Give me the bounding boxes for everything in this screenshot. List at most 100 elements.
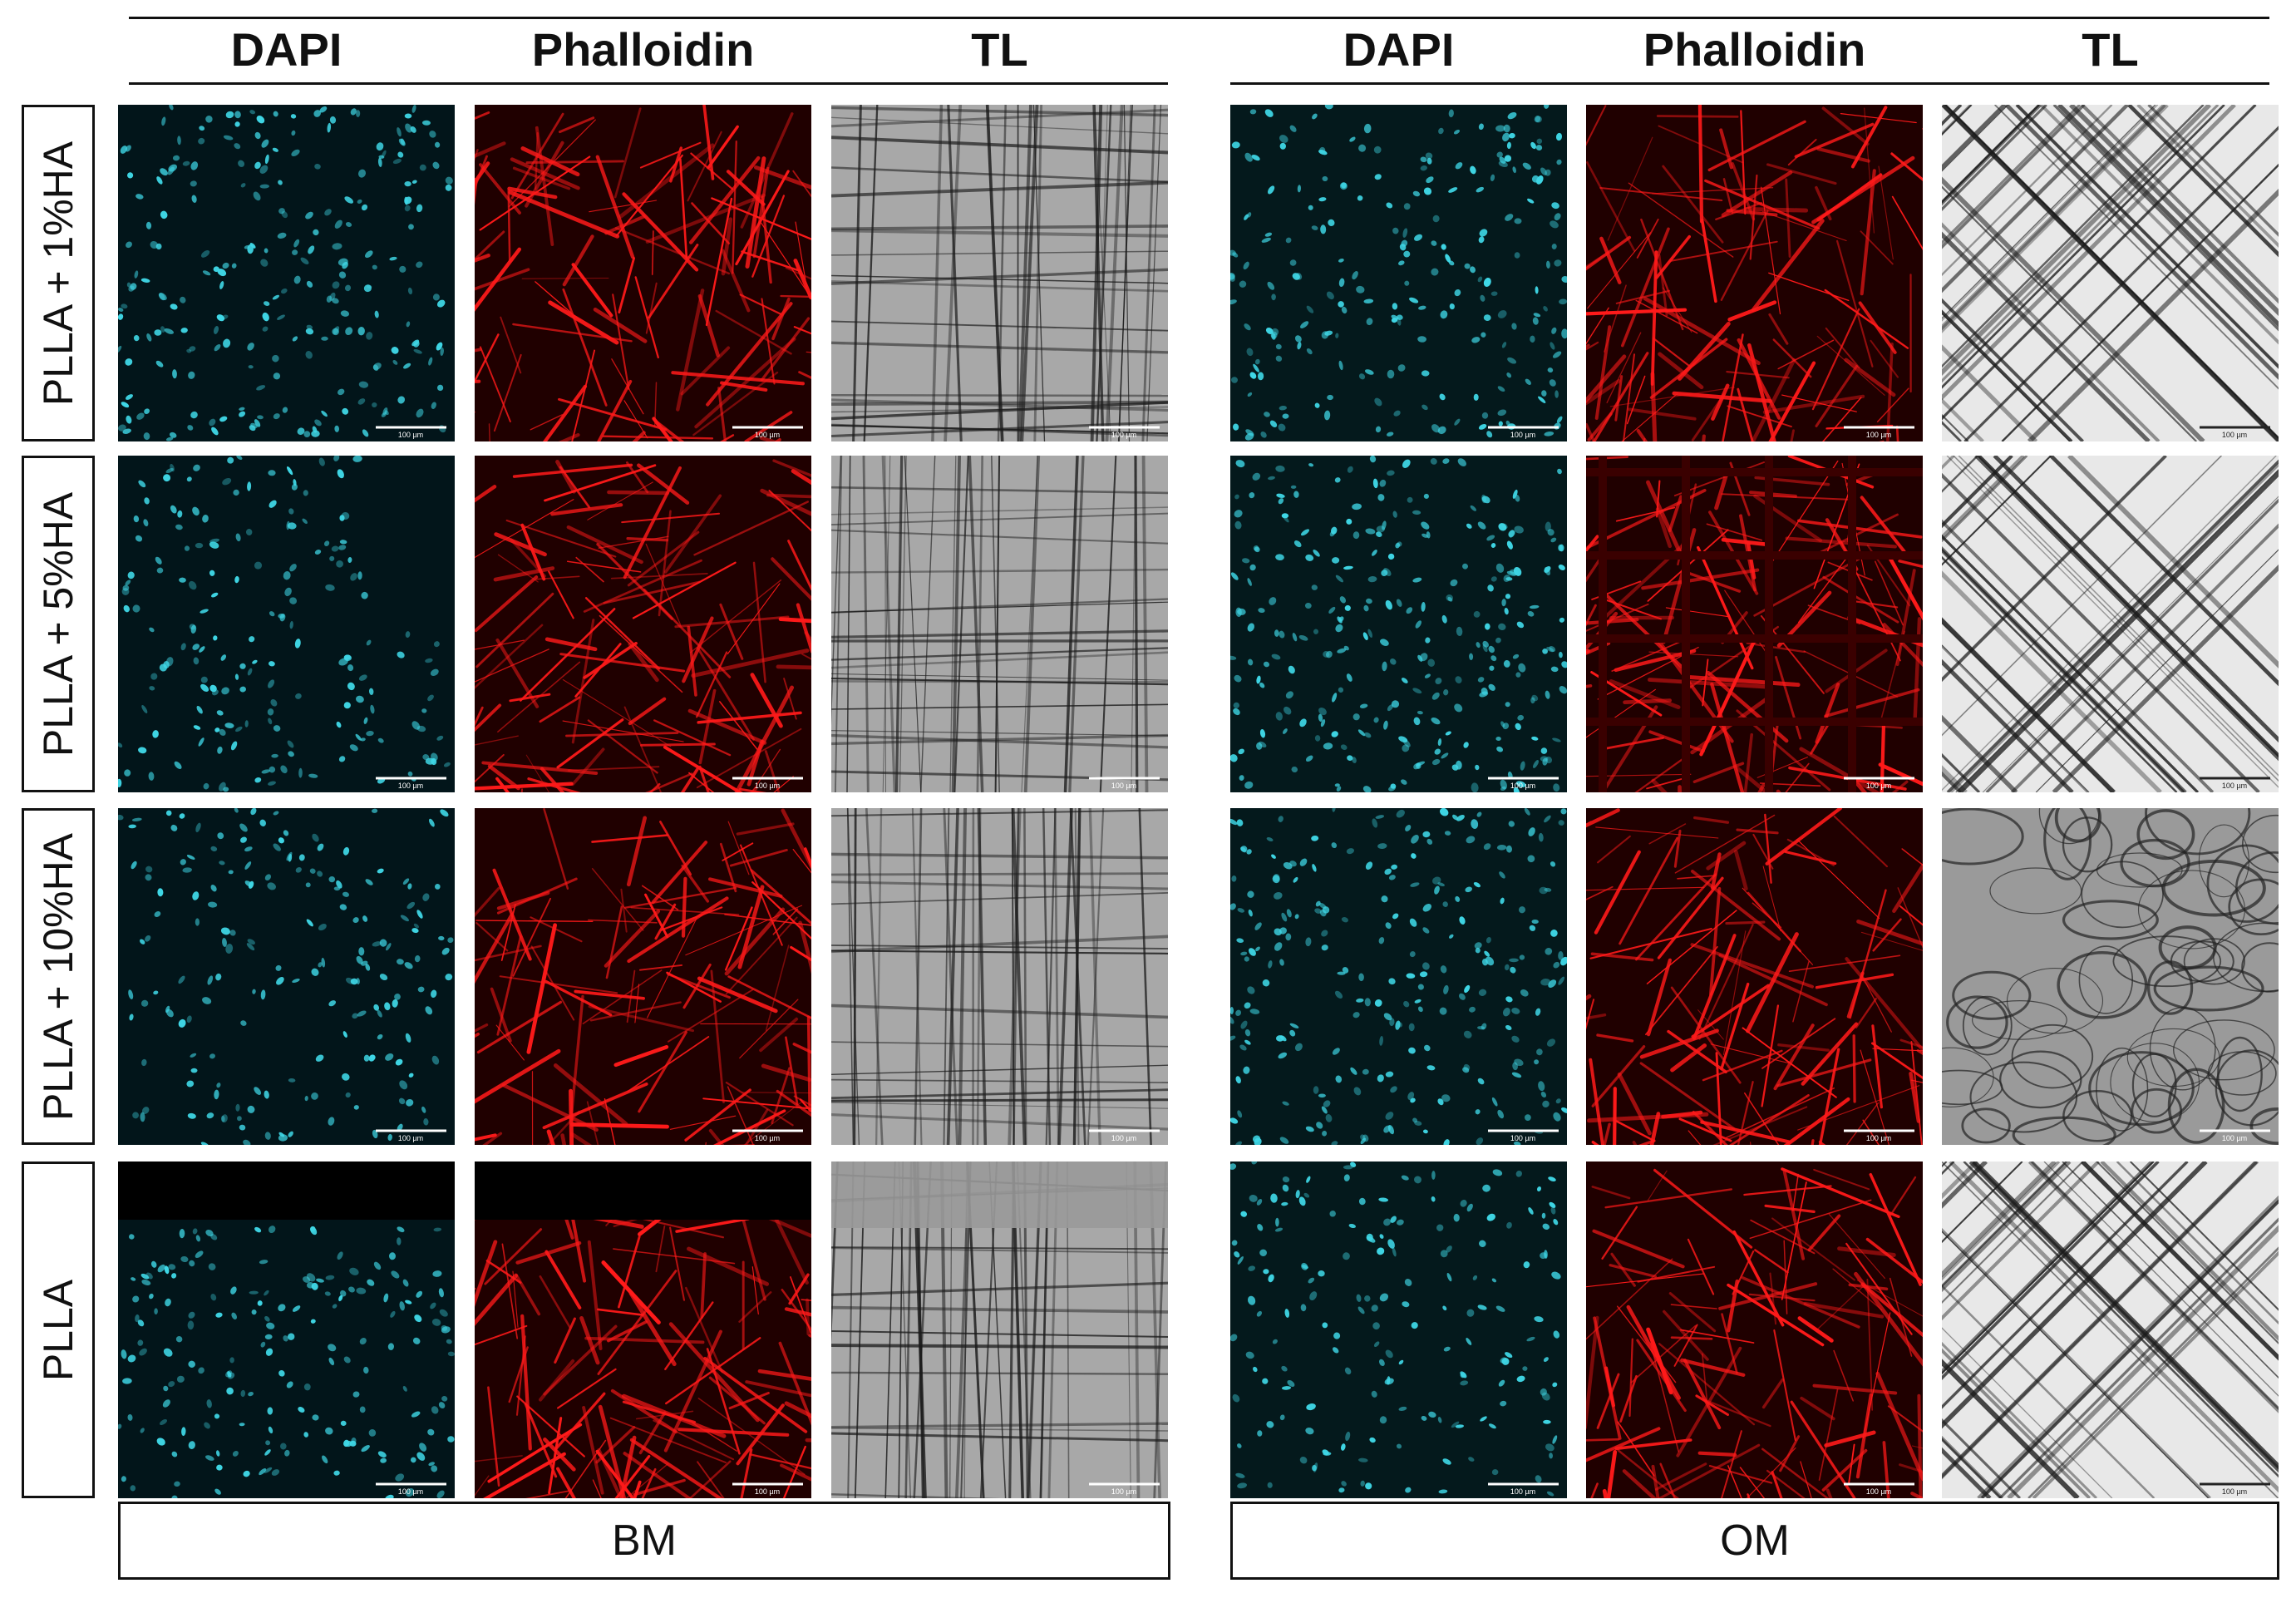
scale-bar: 100 µm bbox=[1488, 1482, 1559, 1496]
group-label-om: OM bbox=[1230, 1502, 2279, 1580]
bm-phalloidin-panel-row-1: 100 µm bbox=[475, 105, 811, 441]
group-label-bm: BM bbox=[118, 1502, 1170, 1580]
scale-bar-label: 100 µm bbox=[398, 431, 423, 439]
om-phalloidin-panel-row-1: 100 µm bbox=[1586, 105, 1923, 441]
om-phalloidin-panel-row-4: 100 µm bbox=[1586, 1162, 1923, 1498]
row-label-plla: PLLA bbox=[35, 1279, 81, 1381]
scale-bar: 100 µm bbox=[1844, 1129, 1914, 1142]
column-header-bm-dapi: DAPI bbox=[230, 23, 342, 76]
column-header-bm-phalloidin: Phalloidin bbox=[531, 23, 755, 76]
scale-bar-label: 100 µm bbox=[1866, 782, 1891, 790]
scale-bar: 100 µm bbox=[732, 426, 803, 439]
micrograph-image: 100 µm bbox=[831, 105, 1168, 441]
scale-bar: 100 µm bbox=[1488, 1129, 1559, 1142]
scale-bar-label: 100 µm bbox=[2222, 1134, 2247, 1142]
micrograph-image: 100 µm bbox=[475, 456, 811, 792]
scale-bar: 100 µm bbox=[732, 1129, 803, 1142]
micrograph-image: 100 µm bbox=[118, 1162, 455, 1498]
scale-bar-label: 100 µm bbox=[1510, 782, 1535, 790]
scale-bar-label: 100 µm bbox=[1111, 782, 1136, 790]
header-rule-bm bbox=[129, 82, 1168, 85]
row-label-box-3: PLLA + 10%HA bbox=[22, 808, 95, 1145]
scale-bar-label: 100 µm bbox=[2222, 782, 2247, 790]
scale-bar: 100 µm bbox=[1089, 777, 1160, 790]
om-phalloidin-panel-row-3: 100 µm bbox=[1586, 808, 1923, 1145]
scale-bar: 100 µm bbox=[376, 426, 446, 439]
scale-bar-label: 100 µm bbox=[1866, 431, 1891, 439]
scale-bar: 100 µm bbox=[1844, 777, 1914, 790]
scale-bar: 100 µm bbox=[376, 1129, 446, 1142]
bm-dapi-panel-row-2: 100 µm bbox=[118, 456, 455, 792]
column-header-bm-tl: TL bbox=[971, 23, 1028, 76]
micrograph-image: 100 µm bbox=[1230, 105, 1567, 441]
header-rule-om bbox=[1230, 82, 2269, 85]
micrograph-image: 100 µm bbox=[118, 808, 455, 1145]
scale-bar-label: 100 µm bbox=[1510, 1134, 1535, 1142]
micrograph-image: 100 µm bbox=[475, 1162, 811, 1498]
scale-bar-label: 100 µm bbox=[1510, 1487, 1535, 1496]
micrograph-image: 100 µm bbox=[118, 105, 455, 441]
scale-bar: 100 µm bbox=[1089, 1129, 1160, 1142]
scale-bar-label: 100 µm bbox=[1111, 431, 1136, 439]
om-dapi-panel-row-1: 100 µm bbox=[1230, 105, 1567, 441]
micrograph-image: 100 µm bbox=[1586, 105, 1923, 441]
micrograph-image: 100 µm bbox=[1942, 1162, 2279, 1498]
scale-bar-label: 100 µm bbox=[755, 1134, 780, 1142]
bm-dapi-panel-row-3: 100 µm bbox=[118, 808, 455, 1145]
micrograph-image: 100 µm bbox=[1586, 456, 1923, 792]
micrograph-image: 100 µm bbox=[1230, 1162, 1567, 1498]
om-tl-panel-row-1: 100 µm bbox=[1942, 105, 2279, 441]
scale-bar-label: 100 µm bbox=[1111, 1487, 1136, 1496]
micrograph-image: 100 µm bbox=[1586, 1162, 1923, 1498]
column-header-om-phalloidin: Phalloidin bbox=[1643, 23, 1866, 76]
scale-bar-label: 100 µm bbox=[755, 431, 780, 439]
micrograph-image: 100 µm bbox=[1942, 808, 2279, 1145]
micrograph-image: 100 µm bbox=[831, 1162, 1168, 1498]
bm-phalloidin-panel-row-2: 100 µm bbox=[475, 456, 811, 792]
micrograph-image: 100 µm bbox=[118, 456, 455, 792]
column-header-om-tl: TL bbox=[2082, 23, 2139, 76]
row-label-plla-5ha: PLLA + 5%HA bbox=[35, 491, 81, 757]
scale-bar: 100 µm bbox=[1844, 426, 1914, 439]
scale-bar: 100 µm bbox=[1089, 426, 1160, 439]
scale-bar: 100 µm bbox=[376, 777, 446, 790]
row-label-box-1: PLLA + 1%HA bbox=[22, 105, 95, 441]
row-label-plla-1ha: PLLA + 1%HA bbox=[35, 141, 81, 406]
scale-bar-label: 100 µm bbox=[1111, 1134, 1136, 1142]
bm-dapi-panel-row-1: 100 µm bbox=[118, 105, 455, 441]
top-rule bbox=[129, 17, 2269, 19]
row-label-box-4: PLLA bbox=[22, 1162, 95, 1498]
micrograph-image: 100 µm bbox=[831, 456, 1168, 792]
om-tl-panel-row-4: 100 µm bbox=[1942, 1162, 2279, 1498]
micrograph-image: 100 µm bbox=[1942, 456, 2279, 792]
scale-bar: 100 µm bbox=[1488, 777, 1559, 790]
scale-bar: 100 µm bbox=[1089, 1482, 1160, 1496]
scale-bar: 100 µm bbox=[376, 1482, 446, 1496]
om-dapi-panel-row-3: 100 µm bbox=[1230, 808, 1567, 1145]
bm-dapi-panel-row-4: 100 µm bbox=[118, 1162, 455, 1498]
micrograph-image: 100 µm bbox=[475, 808, 811, 1145]
scale-bar-label: 100 µm bbox=[755, 782, 780, 790]
scale-bar: 100 µm bbox=[1488, 426, 1559, 439]
scale-bar: 100 µm bbox=[1844, 1482, 1914, 1496]
om-dapi-panel-row-2: 100 µm bbox=[1230, 456, 1567, 792]
scale-bar: 100 µm bbox=[2200, 426, 2270, 439]
micrograph-image: 100 µm bbox=[1942, 105, 2279, 441]
row-label-box-2: PLLA + 5%HA bbox=[22, 456, 95, 792]
scale-bar-label: 100 µm bbox=[1510, 431, 1535, 439]
scale-bar: 100 µm bbox=[732, 1482, 803, 1496]
scale-bar: 100 µm bbox=[732, 777, 803, 790]
micrograph-image: 100 µm bbox=[1230, 808, 1567, 1145]
bm-tl-panel-row-3: 100 µm bbox=[831, 808, 1168, 1145]
om-dapi-panel-row-4: 100 µm bbox=[1230, 1162, 1567, 1498]
scale-bar-label: 100 µm bbox=[2222, 431, 2247, 439]
row-label-plla-10ha: PLLA + 10%HA bbox=[35, 832, 81, 1121]
scale-bar-label: 100 µm bbox=[398, 782, 423, 790]
scale-bar-label: 100 µm bbox=[2222, 1487, 2247, 1496]
bm-phalloidin-panel-row-3: 100 µm bbox=[475, 808, 811, 1145]
scale-bar: 100 µm bbox=[2200, 777, 2270, 790]
scale-bar-label: 100 µm bbox=[1866, 1134, 1891, 1142]
micrograph-image: 100 µm bbox=[1230, 456, 1567, 792]
micrograph-image: 100 µm bbox=[1586, 808, 1923, 1145]
micrograph-image: 100 µm bbox=[475, 105, 811, 441]
